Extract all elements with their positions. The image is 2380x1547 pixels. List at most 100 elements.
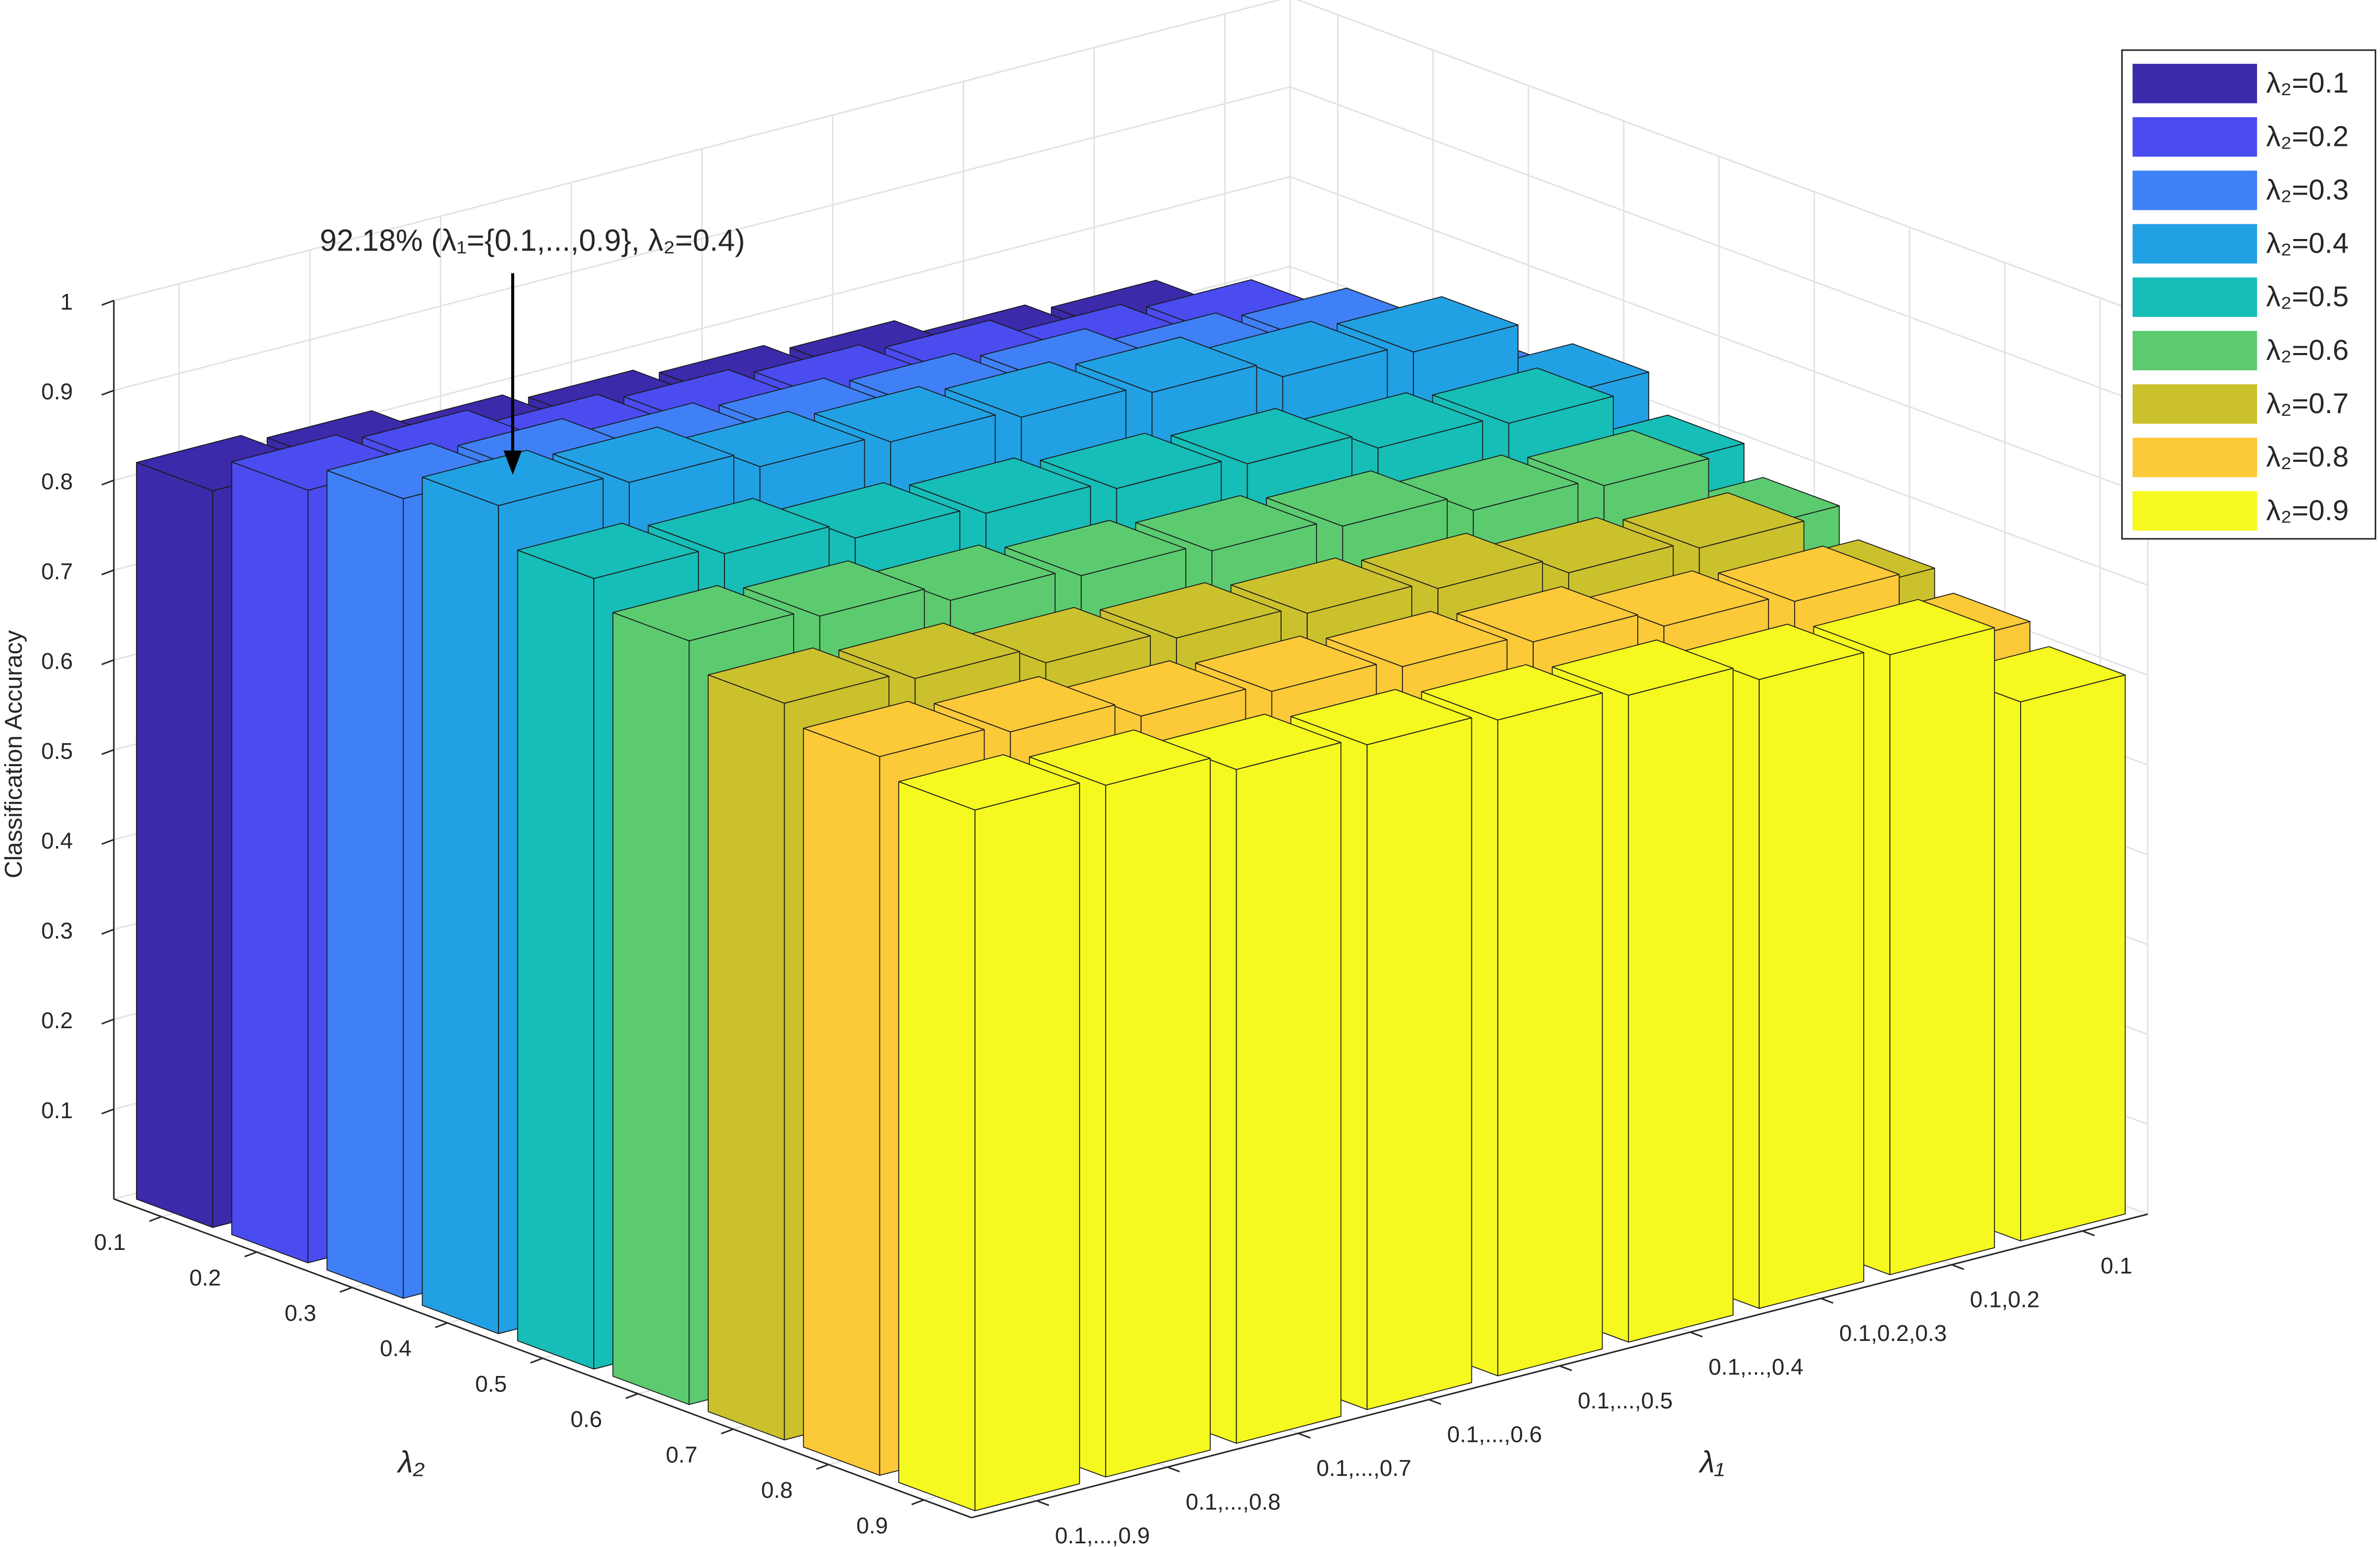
grid-line (114, 86, 2148, 406)
x-tick (625, 1393, 639, 1399)
y-tick (1429, 1398, 1442, 1405)
y-tick-label: 0.1,...,0.7 (1317, 1456, 1411, 1481)
bar-face (1623, 492, 1805, 549)
annotation-arrowhead (503, 450, 522, 475)
legend-label: λ₂=0.7 (2266, 387, 2349, 419)
bar-face (1004, 520, 1186, 576)
bar-face (2020, 674, 2126, 1242)
y-tick-label: 0.1,...,0.5 (1578, 1389, 1672, 1414)
y-tick-label: 0.1,0.2 (1970, 1287, 2039, 1312)
z-tick-label: 0.1 (41, 1098, 73, 1123)
bar-face (1421, 664, 1603, 721)
y-tick-label: 0.1,...,0.9 (1055, 1523, 1150, 1547)
bar-face (1160, 713, 1342, 770)
bar-face (1682, 623, 1864, 680)
x-tick (339, 1287, 353, 1293)
bar-face (898, 781, 976, 1511)
bar-face (969, 607, 1151, 664)
z-tick-label: 0.8 (41, 470, 73, 495)
z-tick-label: 0.2 (41, 1008, 73, 1033)
z-tick (101, 928, 115, 935)
z-tick-label: 0.9 (41, 380, 73, 405)
bar-face (231, 461, 309, 1264)
bar-face (1301, 392, 1483, 449)
bar-face (974, 782, 1080, 1511)
bar-face (803, 727, 880, 1476)
y-tick (1951, 1264, 1964, 1270)
bar-face (909, 457, 1091, 514)
bar-face (898, 754, 1080, 811)
bar-face (517, 522, 699, 579)
y-tick-label: 0.1,0.2,0.3 (1839, 1321, 1947, 1346)
bar-face (707, 647, 890, 704)
bar-face (422, 449, 604, 506)
legend-swatch (2133, 277, 2257, 317)
bar-face (944, 361, 1127, 418)
z-tick (101, 839, 115, 845)
bar-face (1195, 635, 1377, 692)
bar-face (422, 476, 499, 1335)
bar-face (1290, 689, 1472, 745)
y-tick (1559, 1365, 1572, 1371)
bar-face (1040, 433, 1222, 489)
z-tick (101, 659, 115, 665)
bar-face (1456, 586, 1638, 643)
bar-face (648, 498, 830, 554)
bar-face (517, 550, 595, 1370)
y-tick (2082, 1230, 2095, 1236)
z-tick (101, 569, 115, 576)
z-tick (101, 1018, 115, 1025)
z-tick-label: 0.5 (41, 739, 73, 764)
bar-face (1759, 652, 1864, 1309)
legend-swatch (2133, 170, 2257, 210)
x-tick-label: 0.7 (666, 1442, 698, 1468)
y-tick-label: 0.1,...,0.4 (1708, 1355, 1803, 1380)
bar-face (1100, 582, 1282, 639)
bars (135, 279, 2126, 1511)
bar-face (814, 386, 996, 442)
bar-face (707, 674, 785, 1441)
x-tick-label: 0.8 (761, 1478, 792, 1503)
bar-face (1266, 470, 1448, 527)
y-tick (1036, 1500, 1049, 1506)
annotation: 92.18% (λ₁={0.1,...,0.9}, λ₂=0.4) (320, 224, 745, 258)
z-tick (101, 479, 115, 486)
bar-face (1527, 429, 1709, 486)
z-axis-label: Classification Accuracy (0, 630, 27, 878)
y-tick (1167, 1466, 1180, 1473)
legend-label: λ₂=0.4 (2266, 227, 2349, 259)
grid-line (114, 176, 2148, 496)
bar-face (326, 470, 404, 1299)
bar-face (934, 676, 1116, 733)
x-tick-label: 0.9 (856, 1514, 888, 1539)
legend-label: λ₂=0.5 (2266, 280, 2349, 313)
bar-face (1135, 495, 1317, 552)
bar-face (1813, 599, 1995, 655)
bar-face (1366, 717, 1472, 1410)
bar-face (1432, 367, 1614, 424)
grid-line (114, 0, 2148, 317)
bar-face (1236, 742, 1342, 1444)
y-axis-label: λ₁ (1698, 1446, 1725, 1480)
bar-face (612, 585, 795, 642)
bar-face (1889, 627, 1995, 1276)
x-tick-label: 0.2 (189, 1266, 221, 1291)
y-tick-label: 0.1 (2101, 1254, 2133, 1279)
legend-swatch (2133, 384, 2257, 424)
bar-face (1230, 557, 1412, 614)
bar-face (1551, 639, 1734, 696)
bar-face (1325, 611, 1508, 667)
bar-face (1718, 545, 1900, 602)
x-tick-label: 0.4 (380, 1336, 412, 1361)
x-axis-label: λ₂ (396, 1446, 425, 1480)
bar-face (838, 622, 1021, 679)
bar-face (1029, 729, 1211, 786)
labels: 0.1 0.2 0.3 0.4 0.5 0.6 0.7 0.8 0.9 1 0.1 0.2 0.3 0.4… (41, 224, 2133, 1547)
bar-face (1336, 296, 1518, 352)
legend-swatch (2133, 491, 2257, 531)
legend: λ₂=0.1 λ₂=0.2 λ₂=0.3 λ₂=0.4 λ₂=0.5 λ₂=0.6 λ₂=0… (2121, 49, 2376, 540)
z-tick (101, 749, 115, 755)
bar-face (612, 612, 690, 1405)
